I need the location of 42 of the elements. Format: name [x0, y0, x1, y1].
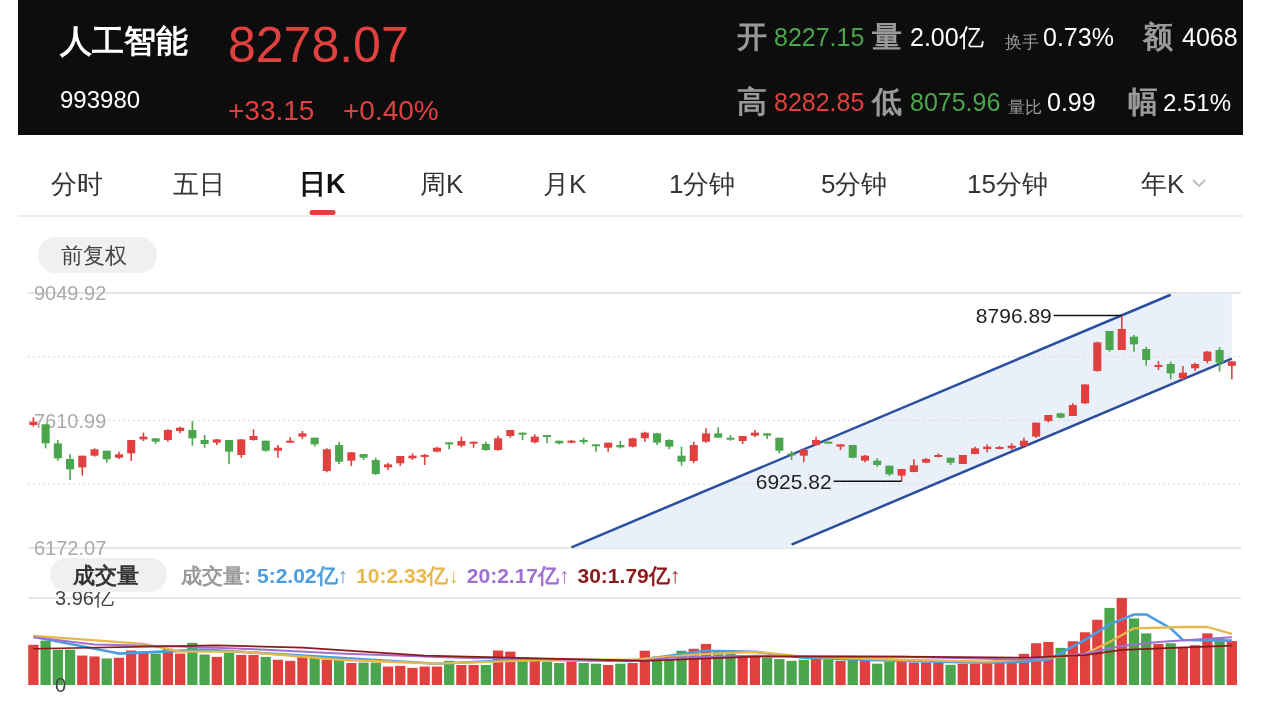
text: 15分钟 — [967, 169, 1048, 199]
text: 低 — [871, 85, 902, 118]
text: 30:1.79亿↑ — [577, 564, 681, 587]
text: 分时 — [51, 169, 103, 199]
text: 4068 — [1182, 23, 1238, 51]
text: 0.99 — [1047, 88, 1096, 116]
annotation: 6925.82 — [755, 470, 832, 494]
text: 2.51% — [1163, 89, 1232, 116]
text: +0.40% — [343, 95, 439, 126]
text: 幅 — [1128, 85, 1158, 118]
text: 8227.15 — [774, 23, 865, 51]
text: 993980 — [60, 86, 141, 113]
text: 日K — [299, 169, 346, 199]
text: 人工智能 — [59, 23, 188, 59]
y-tick-label: 6172.07 — [34, 537, 107, 559]
text: 月K — [543, 169, 587, 199]
text: 8075.96 — [910, 88, 1001, 116]
y-tick-label: 7610.99 — [34, 409, 107, 432]
text: 高 — [737, 85, 767, 118]
text: +33.15 — [228, 95, 315, 126]
text: 8278.07 — [228, 17, 409, 73]
text: 5分钟 — [821, 169, 888, 199]
text: 量 — [872, 20, 902, 53]
text: 8282.85 — [774, 88, 865, 116]
text: 年K — [1141, 169, 1185, 199]
text: 成交量 — [72, 563, 139, 588]
text: 周K — [420, 169, 464, 199]
text: 10:2.33亿↓ — [356, 564, 459, 587]
text: 20:2.17亿↑ — [466, 564, 570, 587]
legend-title: 成交量: — [180, 564, 251, 587]
text: 5:2.02亿↑ — [257, 564, 349, 587]
text: 开 — [736, 20, 767, 53]
annotation: 8796.89 — [975, 304, 1052, 328]
text: 五日 — [173, 169, 225, 199]
text: 额 — [1142, 20, 1173, 53]
y-tick-label: 9049.92 — [34, 282, 107, 304]
text: 换手 — [1005, 33, 1039, 52]
text: 量比 — [1008, 98, 1042, 117]
text: 1分钟 — [669, 169, 736, 199]
text: 0.73% — [1043, 23, 1114, 51]
text: 前复权 — [61, 243, 127, 268]
text: 2.00亿 — [910, 23, 984, 51]
